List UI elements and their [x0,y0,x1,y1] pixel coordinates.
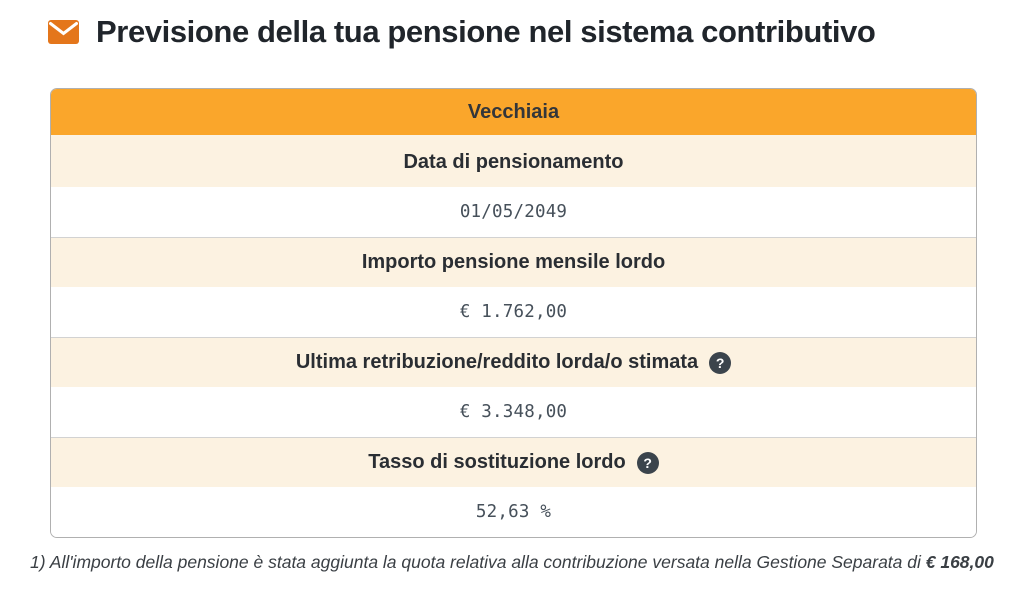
footnote-text: 1) All'importo della pensione è stata ag… [30,552,926,572]
table-header-row: Vecchiaia [51,89,976,137]
pension-forecast-table: Vecchiaia Data di pensionamento 01/05/20… [50,88,977,538]
page-title: Previsione della tua pensione nel sistem… [96,14,876,49]
row-value: € 1.762,00 [459,302,568,322]
question-mark-icon[interactable]: ? [636,451,659,474]
label-row-retirement-date: Data di pensionamento [51,137,976,187]
row-label: Tasso di sostituzione lordo [368,451,626,473]
value-row-gross-monthly-pension: € 1.762,00 [51,287,976,337]
label-row-last-estimated-income: Ultima retribuzione/reddito lorda/o stim… [51,337,976,387]
label-row-gross-monthly-pension: Importo pensione mensile lordo [51,237,976,287]
row-label: Ultima retribuzione/reddito lorda/o stim… [295,351,699,373]
row-value: € 3.348,00 [459,402,568,422]
value-row-gross-replacement-rate: 52,63 % [51,487,976,537]
page-header: Previsione della tua pensione nel sistem… [0,0,1024,52]
table-header-label: Vecchiaia [467,100,560,123]
row-value: 01/05/2049 [459,202,568,222]
value-row-last-estimated-income: € 3.348,00 [51,387,976,437]
footnote: 1) All'importo della pensione è stata ag… [30,548,994,576]
row-value: 52,63 % [475,502,552,522]
row-label: Data di pensionamento [403,150,624,173]
row-label: Importo pensione mensile lordo [361,251,666,273]
question-mark-icon[interactable]: ? [709,351,732,374]
envelope-icon [48,20,79,44]
label-row-gross-replacement-rate: Tasso di sostituzione lordo ? [51,437,976,487]
footnote-amount: € 168,00 [925,552,994,572]
value-row-retirement-date: 01/05/2049 [51,187,976,237]
